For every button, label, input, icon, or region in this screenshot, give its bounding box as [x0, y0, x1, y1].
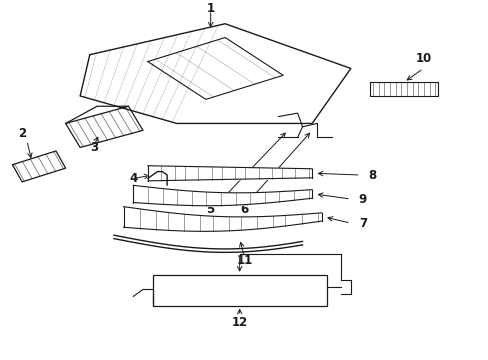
- Text: 7: 7: [358, 217, 366, 230]
- Text: 12: 12: [231, 316, 247, 329]
- Text: 6: 6: [240, 203, 248, 216]
- Text: 8: 8: [368, 168, 376, 181]
- Bar: [152, 275, 326, 306]
- Text: 10: 10: [414, 51, 430, 65]
- Text: 5: 5: [206, 203, 214, 216]
- Text: 1: 1: [206, 2, 214, 15]
- Text: 4: 4: [129, 172, 137, 185]
- Text: 2: 2: [18, 127, 26, 140]
- Text: 3: 3: [90, 141, 99, 154]
- Text: 11: 11: [236, 255, 252, 267]
- Text: 9: 9: [358, 193, 366, 206]
